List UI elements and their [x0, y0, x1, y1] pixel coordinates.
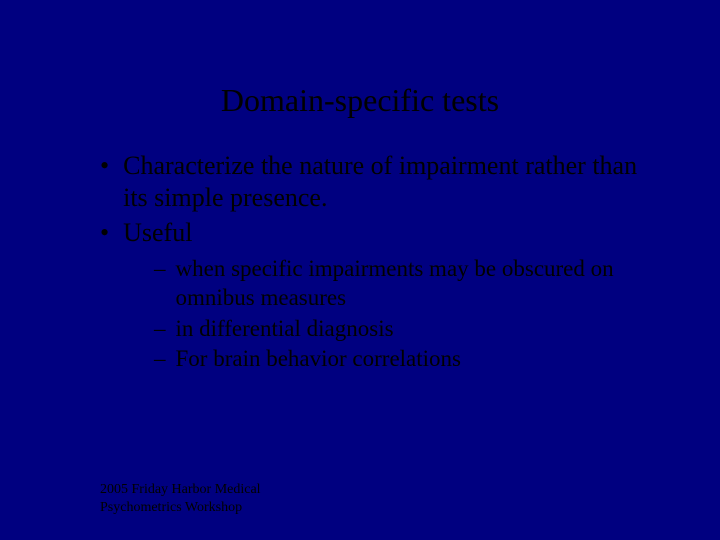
footer-line: Psychometrics Workshop: [100, 499, 261, 517]
bullet-item: • Characterize the nature of impairment …: [100, 150, 660, 213]
slide-title: Domain-specific tests: [0, 82, 720, 119]
slide-footer: 2005 Friday Harbor Medical Psychometrics…: [100, 481, 261, 516]
sub-bullet-item: – when specific impairments may be obscu…: [154, 255, 660, 313]
footer-line: 2005 Friday Harbor Medical: [100, 481, 261, 499]
sub-bullet-marker: –: [154, 345, 166, 374]
slide: Domain-specific tests • Characterize the…: [0, 0, 720, 540]
sub-bullet-text: when specific impairments may be obscure…: [176, 255, 661, 313]
sub-bullet-item: – in differential diagnosis: [154, 315, 660, 344]
bullet-text: Useful: [123, 217, 660, 249]
sub-list: – when specific impairments may be obscu…: [154, 255, 660, 374]
slide-body: • Characterize the nature of impairment …: [100, 150, 660, 376]
sub-bullet-text: in differential diagnosis: [176, 315, 661, 344]
sub-bullet-marker: –: [154, 315, 166, 344]
bullet-text: Characterize the nature of impairment ra…: [123, 150, 660, 213]
bullet-marker: •: [100, 217, 109, 249]
sub-bullet-item: – For brain behavior correlations: [154, 345, 660, 374]
bullet-item: • Useful: [100, 217, 660, 249]
bullet-marker: •: [100, 150, 109, 213]
sub-bullet-marker: –: [154, 255, 166, 313]
sub-bullet-text: For brain behavior correlations: [176, 345, 661, 374]
